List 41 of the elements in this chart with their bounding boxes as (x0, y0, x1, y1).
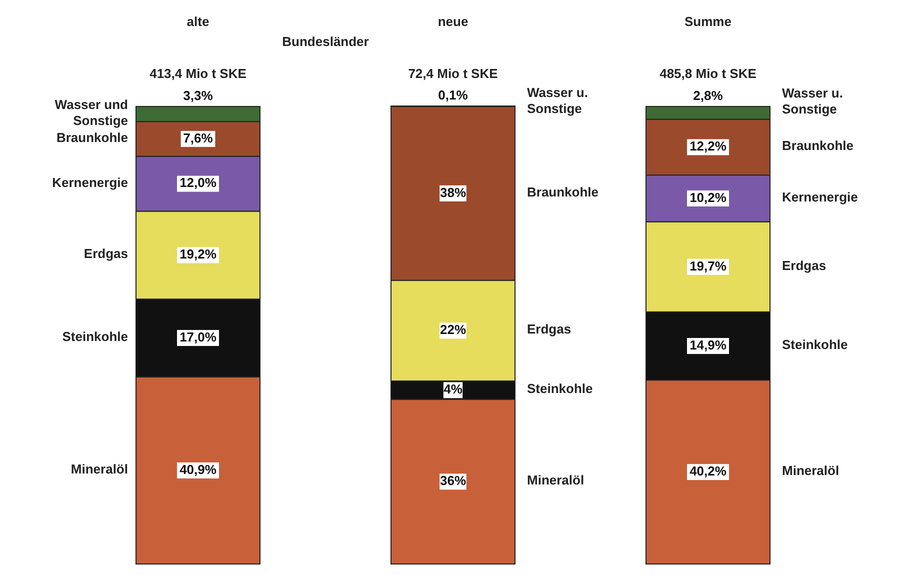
data-label: 22% (440, 322, 466, 338)
data-label: 7,6% (183, 130, 214, 146)
annotation: Erdgas (782, 258, 826, 274)
data-label: 12,0% (180, 175, 217, 190)
annotation: Steinkohle (782, 337, 848, 352)
data-label: 12,2% (690, 138, 727, 154)
data-label: 14,9% (690, 337, 727, 352)
data-label: 4% (444, 382, 463, 397)
annotation: Mineralöl (782, 463, 840, 478)
data-label: 36% (440, 473, 466, 488)
data-label: 19,7% (690, 258, 727, 274)
x-tick-label: alte (186, 14, 210, 29)
series-label: Erdgas (84, 246, 128, 262)
data-label: 40,9% (180, 462, 217, 477)
text: 485,8 Mio t SKE (660, 66, 757, 81)
annotation: Kernenergie (782, 190, 858, 205)
text: 413,4 Mio t SKE (150, 66, 247, 81)
data-label: 10,2% (690, 190, 727, 205)
series-label: Braunkohle (56, 130, 128, 146)
data-label: 0,1% (438, 87, 468, 102)
data-label: 17,0% (180, 329, 217, 344)
annotation: Wasser u. Sonstige (782, 86, 843, 117)
annotation: Braunkohle (782, 138, 854, 154)
annotation: Wasser u. Sonstige (527, 85, 588, 116)
series-label: Steinkohle (62, 329, 128, 344)
data-label: 38% (440, 184, 466, 200)
text: 72,4 Mio t SKE (408, 66, 498, 81)
chart-title: Bundesländer (282, 34, 369, 49)
annotation: Braunkohle (527, 184, 599, 200)
annotation: Erdgas (527, 322, 572, 338)
series-label: Wasser und Sonstige (54, 97, 128, 128)
series-label: Kernenergie (52, 175, 128, 190)
annotation: Mineralöl (527, 473, 584, 488)
annotation: Steinkohle (527, 382, 593, 397)
x-tick-label: neue (438, 14, 468, 29)
data-label: 40,2% (690, 463, 727, 478)
data-label: 3,3% (183, 88, 214, 103)
x-tick-label: Summe (684, 14, 732, 29)
data-label: 2,8% (693, 88, 724, 103)
data-label: 19,2% (180, 246, 217, 262)
series-label: Mineralöl (70, 462, 128, 477)
